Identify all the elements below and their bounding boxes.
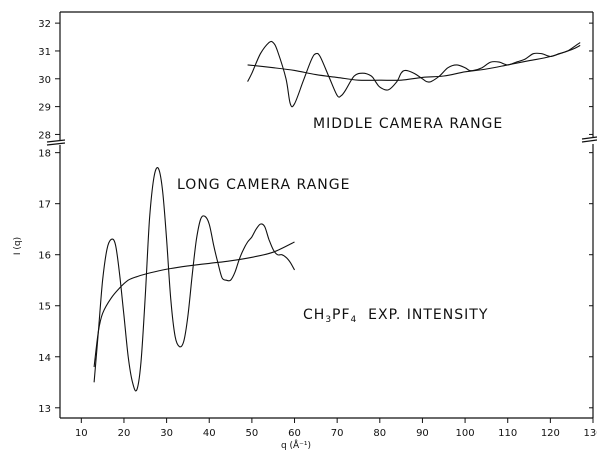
formula-ch: CH: [303, 307, 325, 323]
y-tick-label: 32: [38, 19, 51, 30]
x-tick-label: 90: [416, 428, 429, 439]
axis-break-mark-left: [46, 142, 66, 146]
upper-y-ticks: 28 29 30 31 32: [38, 19, 60, 141]
x-tick-label: 100: [456, 428, 475, 439]
x-tick-label: 60: [288, 428, 301, 439]
y-tick-label: 18: [38, 149, 51, 160]
y-tick-label: 31: [38, 47, 51, 58]
y-axis-label: I (q): [13, 237, 23, 255]
x-tick-label: 30: [160, 428, 173, 439]
x-tick-label: 110: [498, 428, 517, 439]
x-tick-label: 40: [203, 428, 216, 439]
x-tick-label: 10: [75, 428, 88, 439]
long-camera-range-label: LONG CAMERA RANGE: [177, 177, 350, 193]
x-tick-label: 70: [331, 428, 344, 439]
intensity-title-label: CH3PF4 EXP. INTENSITY: [303, 307, 488, 325]
axis-break-mark-right: [581, 136, 597, 140]
axis-break-mark-right: [581, 139, 597, 143]
x-tick-label: 20: [118, 428, 131, 439]
long-range-background-curve: [93, 241, 295, 368]
long-range-intensity-curve: [93, 167, 295, 392]
y-tick-label: 14: [38, 353, 51, 364]
y-tick-label: 28: [38, 130, 51, 141]
middle-camera-range-label: MIDDLE CAMERA RANGE: [313, 116, 503, 132]
lower-panel-curves: [93, 167, 295, 392]
formula-pf: PF: [332, 307, 351, 323]
lower-y-ticks: 13 14 15 16 17 18: [38, 149, 60, 415]
x-tick-label: 80: [373, 428, 386, 439]
x-tick-label: 50: [246, 428, 259, 439]
y-tick-label: 13: [38, 404, 51, 415]
x-ticks: 10 20 30 40 50 60 70 80 90 100 110 120 130: [75, 418, 597, 439]
x-tick-label: 130: [583, 428, 597, 439]
x-axis-label: q (Å⁻¹): [281, 439, 311, 451]
plot-frame: [46, 11, 597, 419]
y-tick-label: 29: [38, 103, 51, 114]
middle-range-intensity-curve: [247, 40, 581, 108]
formula-sub-4: 4: [351, 315, 358, 325]
upper-panel-curves: [247, 40, 581, 108]
y-tick-label: 15: [38, 302, 51, 313]
formula-sub-3: 3: [325, 315, 332, 325]
y-tick-label: 17: [38, 200, 51, 211]
middle-range-background-curve: [247, 44, 581, 81]
y-tick-label: 16: [38, 251, 51, 262]
right-border-ticks: [589, 22, 593, 409]
formula-exp-intensity: EXP. INTENSITY: [357, 307, 488, 323]
axis-break-mark-left: [46, 139, 66, 143]
y-tick-label: 30: [38, 75, 51, 86]
x-tick-label: 120: [541, 428, 560, 439]
